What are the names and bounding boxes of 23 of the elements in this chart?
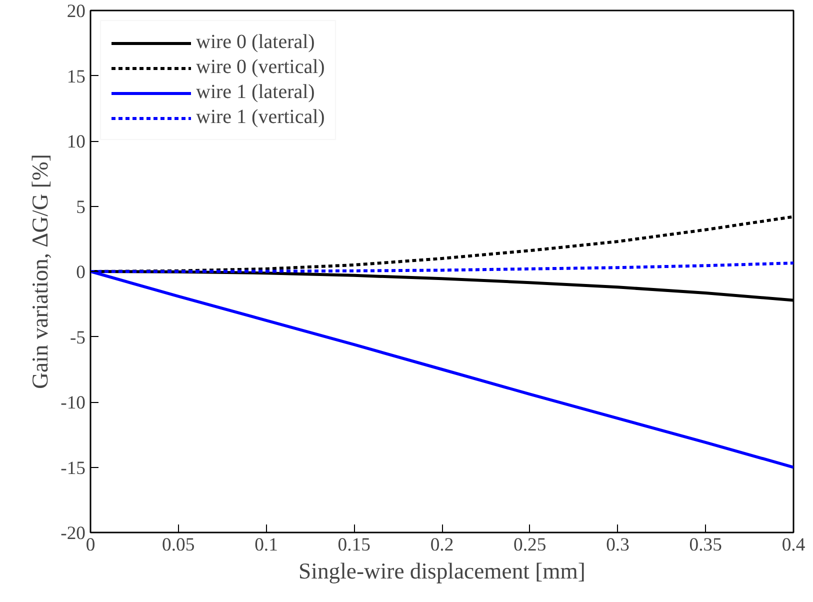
- y-tick-label: 0: [76, 262, 86, 283]
- y-axis-title: Gain variation, ΔG/G [%]: [28, 154, 53, 389]
- legend-label: wire 1 (lateral): [196, 81, 315, 104]
- y-tick-label: -10: [60, 392, 86, 414]
- x-tick-label: 0.35: [689, 534, 722, 556]
- x-tick-label: 0.15: [338, 534, 370, 556]
- y-tick-label: 5: [76, 196, 86, 218]
- x-tick-label: 0.3: [606, 534, 630, 556]
- legend-label: wire 1 (vertical): [196, 106, 325, 129]
- y-tick-label: 20: [66, 1, 86, 22]
- legend-label: wire 0 (vertical): [196, 56, 325, 79]
- y-tick-label: -20: [60, 523, 86, 544]
- y-tick-label: -5: [70, 327, 86, 348]
- x-tick-label: 0.05: [162, 534, 195, 556]
- y-tick-label: -15: [60, 458, 86, 479]
- x-axis-title: Single-wire displacement [mm]: [298, 558, 586, 584]
- x-tick-label: 0.25: [514, 534, 546, 556]
- legend-label: wire 0 (lateral): [196, 31, 315, 54]
- x-tick-label: 0.1: [254, 534, 278, 556]
- y-tick-label: 10: [66, 132, 86, 152]
- x-tick-label: 0.4: [782, 534, 806, 556]
- x-tick-label: 0.2: [430, 534, 454, 556]
- y-tick-label: 15: [66, 66, 86, 88]
